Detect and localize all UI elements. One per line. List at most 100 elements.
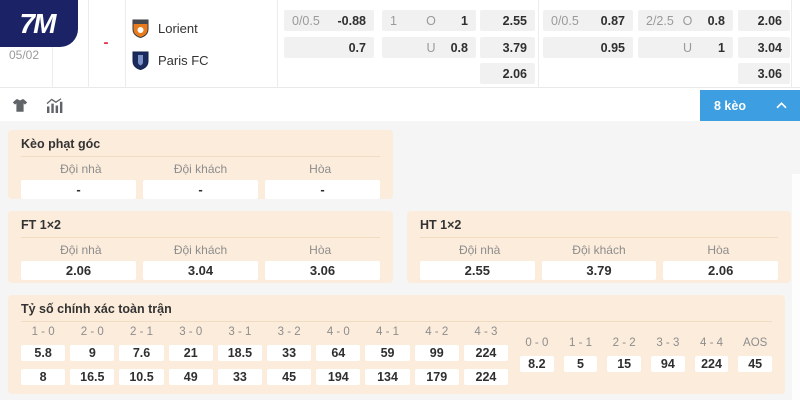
score-odds[interactable]: 224 [694, 356, 729, 372]
score-header: 3 - 3 [656, 337, 680, 349]
score-column: 3 - 3 94 [651, 337, 685, 393]
score-header: 4 - 3 [474, 326, 498, 338]
corner-home-odds[interactable]: - [21, 180, 136, 199]
score-header: 1 - 1 [569, 337, 593, 349]
odds-value: 0.8 [707, 13, 725, 28]
score-header: 4 - 4 [700, 337, 724, 349]
correct-score-left-table: 1 - 0 5.8 8 2 - 0 9 16.5 2 - 1 7.6 10.5 … [21, 326, 509, 393]
ft-draw-odds[interactable]: 3.06 [265, 261, 380, 280]
team-away[interactable]: Paris FC [132, 51, 209, 71]
score-column: 1 - 0 5.8 8 [21, 326, 66, 393]
team-home-name: Lorient [158, 21, 198, 36]
keo-count-button[interactable]: 8 kèo [700, 90, 800, 121]
score-odds[interactable]: 8.2 [520, 356, 554, 372]
lorient-crest-icon [132, 19, 149, 39]
score-odds[interactable]: 224 [463, 345, 509, 361]
odds-left-over[interactable]: 1 O 1 [382, 10, 476, 31]
odds-right-hdp-away[interactable]: 0.95 [543, 37, 633, 58]
odds-value: 0.7 [348, 40, 366, 55]
card-title: HT 1×2 [420, 218, 778, 238]
card-title: Tỷ số chính xác toàn trận [21, 302, 772, 322]
ft-home-odds[interactable]: 2.06 [21, 261, 136, 280]
score-odds[interactable]: 45 [267, 369, 312, 385]
over-label: O [426, 13, 436, 28]
score-odds[interactable]: 59 [365, 345, 410, 361]
score-header: 3 - 1 [228, 326, 252, 338]
score-odds[interactable]: 21 [168, 345, 213, 361]
score-column: 1 - 1 5 [563, 337, 598, 393]
match-date: 05/02 [9, 48, 40, 62]
score-header: 2 - 0 [80, 326, 104, 338]
score-column: 4 - 1 59 134 [365, 326, 410, 393]
score-column: 3 - 1 18.5 33 [217, 326, 263, 393]
score-odds[interactable]: 10.5 [119, 369, 164, 385]
score-odds[interactable]: 94 [651, 356, 685, 372]
score-odds[interactable]: 134 [365, 369, 410, 385]
odds-line-label: 0/0.5 [292, 13, 320, 28]
odds-left-1x2-away[interactable]: 3.79 [480, 37, 535, 58]
7m-logo[interactable]: 7M [0, 0, 78, 47]
away-header: Đội khách [173, 162, 228, 176]
ht-away-odds[interactable]: 3.79 [541, 261, 657, 280]
score-odds[interactable]: 15 [607, 356, 642, 372]
logo-text: 7M [19, 7, 57, 39]
stats-icon[interactable] [43, 96, 65, 114]
divider [88, 0, 89, 88]
odds-value: 3.79 [502, 40, 527, 55]
team-home[interactable]: Lorient [132, 19, 198, 39]
ht-home-odds[interactable]: 2.55 [420, 261, 535, 280]
score-odds[interactable]: 5 [563, 356, 598, 372]
draw-header: Hòa [309, 162, 332, 176]
odds-right-1x2-draw[interactable]: 3.06 [738, 63, 790, 84]
score-odds[interactable]: 224 [463, 369, 509, 385]
score-odds[interactable]: 18.5 [217, 345, 263, 361]
score-odds[interactable]: 64 [316, 345, 361, 361]
score-odds[interactable]: 45 [738, 356, 773, 372]
score-header: 4 - 2 [425, 326, 449, 338]
odds-value: 3.06 [757, 66, 782, 81]
score-header: 2 - 1 [130, 326, 154, 338]
odds-right-under[interactable]: U 1 [638, 37, 733, 58]
odds-right-1x2-home[interactable]: 2.06 [738, 10, 790, 31]
score-odds[interactable]: 7.6 [119, 345, 164, 361]
odds-left-1x2-home[interactable]: 2.55 [480, 10, 535, 31]
score-column: 4 - 3 224 224 [463, 326, 509, 393]
odds-right-over[interactable]: 2/2.5 O 0.8 [638, 10, 733, 31]
odds-value: 2.06 [757, 13, 782, 28]
away-header: Đội khách [572, 243, 626, 257]
score-odds[interactable]: 179 [414, 369, 459, 385]
score-odds[interactable]: 99 [414, 345, 459, 361]
shirt-icon[interactable] [9, 96, 31, 114]
score-column: 2 - 1 7.6 10.5 [119, 326, 164, 393]
odds-value: 0.8 [450, 40, 468, 55]
corner-draw-odds[interactable]: - [265, 180, 380, 199]
away-header: Đội khách [173, 243, 228, 257]
odds-left-hdp-home[interactable]: 0/0.5 -0.88 [284, 10, 374, 31]
odds-left-hdp-away[interactable]: 0.7 [284, 37, 374, 58]
score-odds[interactable]: 33 [217, 369, 263, 385]
score-header: 1 - 0 [31, 326, 55, 338]
score-header: 3 - 0 [179, 326, 203, 338]
markets-panel: Kèo phạt góc Đội nhà Đội khách Hòa - - -… [0, 121, 800, 400]
corner-away-odds[interactable]: - [143, 180, 258, 199]
odds-line-label: 0/0.5 [551, 13, 579, 28]
home-header: Đội nhà [60, 162, 102, 176]
score-odds[interactable]: 33 [267, 345, 312, 361]
ht-draw-odds[interactable]: 2.06 [663, 261, 779, 280]
ft-away-odds[interactable]: 3.04 [143, 261, 258, 280]
odds-left-1x2-draw[interactable]: 2.06 [480, 63, 535, 84]
score-odds[interactable]: 194 [316, 369, 361, 385]
keo-count-label: 8 kèo [714, 98, 746, 113]
odds-right-hdp-home[interactable]: 0/0.5 0.87 [543, 10, 633, 31]
score-odds[interactable]: 49 [168, 369, 213, 385]
odds-left-under[interactable]: U 0.8 [382, 37, 476, 58]
score-odds[interactable]: 9 [70, 345, 115, 361]
odds-value: 2.06 [502, 66, 527, 81]
odds-right-1x2-away[interactable]: 3.04 [738, 37, 790, 58]
score-column: 3 - 0 21 49 [168, 326, 213, 393]
score-odds[interactable]: 8 [21, 369, 66, 385]
score-odds[interactable]: 5.8 [21, 345, 66, 361]
score-odds[interactable]: 16.5 [70, 369, 115, 385]
score-column: 3 - 2 33 45 [267, 326, 312, 393]
scrollbar-track[interactable] [792, 174, 800, 400]
